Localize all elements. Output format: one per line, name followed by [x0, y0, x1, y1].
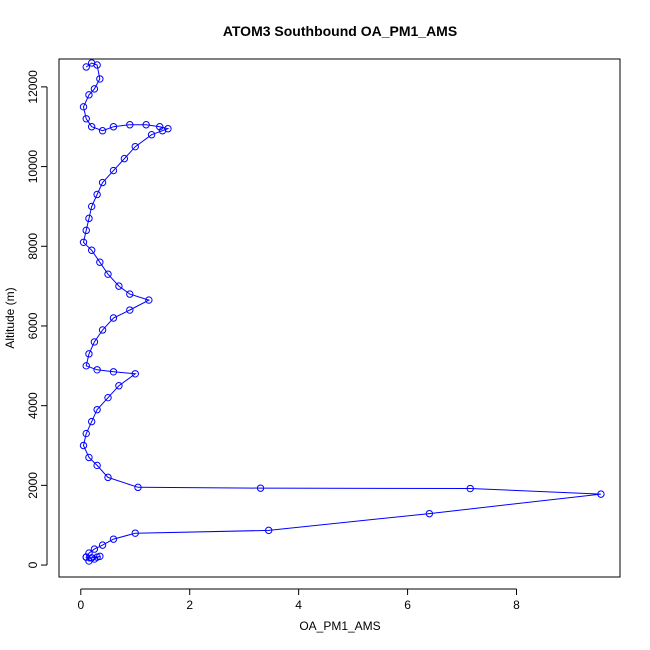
data-point — [79, 441, 88, 450]
data-point — [85, 214, 93, 223]
data-point — [126, 290, 134, 298]
data-point — [466, 484, 474, 493]
x-tick-label: 6 — [404, 598, 411, 612]
data-point — [264, 526, 273, 535]
data-point — [90, 338, 99, 346]
x-axis: 0 2 4 6 8 — [77, 588, 520, 612]
data-point — [93, 461, 101, 470]
data-point — [109, 535, 118, 543]
data-point — [98, 178, 107, 187]
data-point — [425, 509, 434, 518]
data-point — [85, 91, 93, 99]
data-point — [98, 326, 107, 334]
data-point — [82, 226, 90, 235]
data-point — [104, 473, 112, 482]
y-tick-label: 10000 — [26, 150, 40, 184]
data-point — [87, 246, 96, 254]
data-point — [115, 282, 123, 290]
data-point — [96, 258, 104, 266]
y-tick-label: 0 — [26, 561, 40, 568]
y-tick-label: 8000 — [26, 233, 40, 260]
data-point — [93, 190, 101, 199]
data-point — [145, 296, 153, 304]
data-point — [126, 306, 134, 314]
data-point — [90, 85, 99, 93]
data-point — [126, 121, 134, 129]
y-axis-label: Altitude (m) — [3, 287, 17, 348]
data-point — [87, 417, 96, 426]
x-tick-label: 0 — [77, 598, 84, 612]
data-point — [79, 238, 88, 246]
y-axis: 0 2000 4000 6000 8000 10000 12000 — [26, 70, 48, 568]
plot-frame — [58, 58, 621, 578]
data-point — [82, 63, 90, 71]
data-point — [87, 202, 96, 211]
data-point — [131, 370, 139, 378]
chart-title: ATOM3 Southbound OA_PM1_AMS — [223, 23, 457, 39]
data-point — [93, 61, 101, 69]
data-point — [109, 314, 118, 322]
data-point — [90, 545, 99, 553]
y-tick-label: 2000 — [26, 472, 40, 499]
data-point — [104, 393, 112, 402]
data-point — [85, 453, 93, 462]
data-point — [96, 75, 104, 83]
data-point — [134, 483, 142, 492]
data-point — [147, 131, 156, 139]
data-point — [87, 123, 96, 131]
x-tick-label: 2 — [186, 598, 193, 612]
y-tick-label: 4000 — [26, 392, 40, 419]
data-point — [109, 368, 118, 376]
data-point — [85, 350, 93, 358]
x-tick-label: 8 — [513, 598, 520, 612]
y-tick-label: 12000 — [26, 70, 40, 104]
y-tick-label: 6000 — [26, 312, 40, 339]
data-point — [256, 484, 265, 492]
data-point — [597, 490, 605, 498]
data-series — [79, 59, 605, 565]
data-point — [131, 529, 139, 537]
x-tick-label: 4 — [295, 598, 302, 612]
data-point — [115, 382, 123, 390]
data-point — [120, 154, 129, 163]
data-point — [131, 142, 139, 151]
data-point — [82, 553, 90, 561]
data-point — [93, 366, 101, 374]
data-point — [93, 405, 101, 414]
data-point — [98, 127, 107, 135]
data-point — [79, 103, 88, 111]
data-point — [142, 121, 150, 129]
data-point — [82, 429, 90, 438]
data-point — [109, 123, 118, 131]
data-point — [104, 270, 112, 278]
series-line — [82, 62, 601, 562]
data-point — [109, 166, 118, 175]
data-point — [82, 115, 90, 123]
x-axis-label: OA_PM1_AMS — [299, 619, 380, 633]
data-point — [98, 541, 107, 549]
data-point — [82, 362, 90, 370]
data-point — [158, 127, 167, 135]
